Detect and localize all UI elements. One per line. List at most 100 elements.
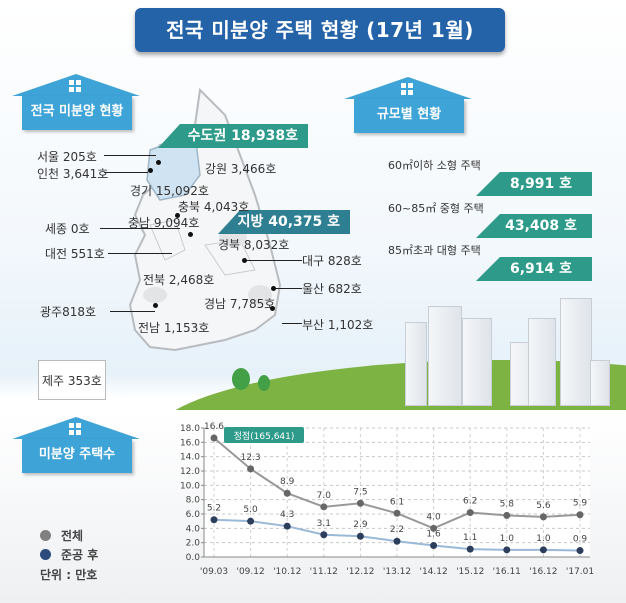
svg-text:4.0: 4.0 [426, 512, 441, 522]
svg-text:'16.12: '16.12 [529, 567, 557, 577]
leader-line [274, 288, 302, 289]
region-label-jeonbuk: 전북 2,468호 [143, 273, 215, 287]
size-value-large: 6,914 호 [476, 257, 592, 281]
svg-text:'11.12: '11.12 [310, 567, 338, 577]
svg-text:'16.11: '16.11 [493, 567, 521, 577]
house-roof-icon [12, 417, 140, 439]
svg-text:'09.03: '09.03 [200, 567, 228, 577]
legend-completed: 준공 후 [40, 546, 98, 563]
svg-text:'12.12: '12.12 [346, 567, 374, 577]
section-header-national: 전국 미분양 현황 [12, 74, 140, 130]
region-label-gwangju: 광주818호 [40, 305, 97, 319]
region-label-sejong: 세종 0호 [45, 222, 90, 236]
section-header-by-size: 규모별 현황 [344, 77, 472, 133]
building-illustration [428, 306, 462, 406]
svg-text:10.0: 10.0 [180, 481, 200, 491]
marker-dot [153, 303, 158, 308]
section-header-count: 미분양 주택수 [12, 417, 140, 473]
size-value-small: 8,991 호 [476, 172, 592, 196]
size-label-medium: 60~85㎡ 중형 주택 [388, 202, 484, 215]
svg-text:5.9: 5.9 [573, 499, 588, 509]
leader-line [282, 323, 302, 324]
unit-label: 단위 : 만호 [40, 568, 98, 582]
svg-text:4.3: 4.3 [280, 510, 294, 520]
tree-icon [258, 375, 270, 391]
region-label-chungbuk: 충북 4,043호 [178, 200, 250, 214]
svg-text:6.0: 6.0 [186, 510, 201, 520]
size-label-large: 85㎡초과 대형 주택 [388, 244, 481, 257]
capital-region-banner: 수도권 18,938호 [158, 124, 308, 148]
svg-text:12.0: 12.0 [180, 467, 200, 477]
svg-text:'17.01: '17.01 [566, 567, 594, 577]
svg-text:1.0: 1.0 [536, 534, 551, 544]
svg-text:2.9: 2.9 [353, 520, 368, 530]
line-chart: 0.0 2.0 4.0 6.0 8.0 10.0 12.0 14.0 16.0 18.0 '09.0… [180, 422, 594, 577]
korea-map [128, 87, 282, 352]
size-value-medium: 43,408 호 [476, 214, 592, 238]
leader-line [244, 260, 302, 261]
window-icon [401, 83, 413, 95]
svg-text:7.0: 7.0 [317, 491, 332, 501]
svg-text:'13.12: '13.12 [383, 567, 411, 577]
local-region-banner: 지방 40,375 호 [218, 210, 350, 234]
svg-text:12.3: 12.3 [241, 453, 261, 463]
svg-text:정점(165,641): 정점(165,641) [234, 430, 295, 442]
leader-line [100, 228, 180, 229]
region-label-gyeongnam: 경남 7,785호 [204, 297, 276, 311]
marker-dot [242, 258, 247, 263]
window-icon [69, 80, 81, 92]
building-illustration [528, 318, 556, 406]
svg-text:3.1: 3.1 [317, 519, 331, 529]
region-label-jeju: 제주 353호 [42, 374, 102, 388]
region-label-jeonnam: 전남 1,153호 [138, 321, 210, 335]
jeju-inset [38, 360, 106, 400]
region-label-incheon: 인천 3,641호 [37, 167, 109, 181]
region-label-gyeonggi: 경기 15,092호 [130, 184, 209, 198]
svg-text:14.0: 14.0 [180, 453, 200, 463]
marker-dot [175, 213, 180, 218]
region-label-gyeongbuk: 경북 8,032호 [218, 238, 290, 252]
gray-dot-icon [40, 530, 51, 541]
svg-text:18.0: 18.0 [180, 424, 200, 434]
leader-line [110, 311, 155, 312]
building-illustration [560, 298, 592, 406]
region-label-gangwon: 강원 3,466호 [205, 162, 277, 176]
svg-text:1.6: 1.6 [426, 530, 441, 540]
building-illustration [462, 318, 492, 406]
region-label-ulsan: 울산 682호 [302, 282, 362, 296]
svg-text:0.9: 0.9 [573, 535, 588, 545]
marker-dot [271, 286, 276, 291]
tree-icon [232, 368, 250, 390]
svg-text:16.0: 16.0 [180, 438, 200, 448]
svg-text:'14.12: '14.12 [419, 567, 447, 577]
building-illustration [590, 360, 610, 406]
svg-text:5.2: 5.2 [207, 504, 221, 514]
svg-text:8.9: 8.9 [280, 477, 295, 487]
svg-text:8.0: 8.0 [186, 496, 201, 506]
svg-text:16.6: 16.6 [204, 422, 224, 432]
svg-text:4.0: 4.0 [186, 524, 201, 534]
leader-line [104, 172, 148, 173]
svg-text:1.1: 1.1 [463, 533, 477, 543]
blue-dot-icon [40, 549, 51, 560]
svg-text:'10.12: '10.12 [273, 567, 301, 577]
region-label-chungnam: 충남 9,094호 [128, 216, 200, 230]
marker-dot [188, 232, 193, 237]
svg-text:2.0: 2.0 [186, 539, 201, 549]
house-roof-icon [12, 74, 140, 96]
svg-text:'09.12: '09.12 [236, 567, 264, 577]
marker-dot [156, 160, 161, 165]
svg-text:6.2: 6.2 [463, 497, 477, 507]
svg-text:5.0: 5.0 [243, 505, 258, 515]
leader-line [104, 155, 156, 156]
region-label-busan: 부산 1,102호 [302, 318, 374, 332]
size-label-small: 60㎡이하 소형 주택 [388, 159, 481, 172]
svg-text:'15.12: '15.12 [456, 567, 484, 577]
house-roof-icon [344, 77, 472, 99]
svg-text:5.6: 5.6 [536, 501, 551, 511]
svg-text:7.5: 7.5 [353, 487, 367, 497]
svg-text:2.2: 2.2 [390, 525, 404, 535]
svg-text:5.8: 5.8 [500, 499, 515, 509]
region-label-seoul: 서울 205호 [37, 150, 97, 164]
